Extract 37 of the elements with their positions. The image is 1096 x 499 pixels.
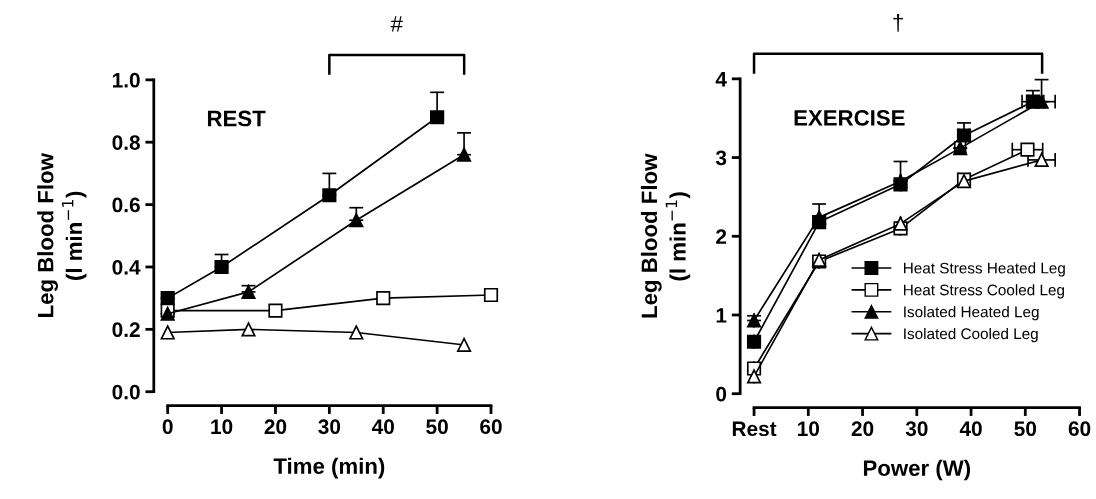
y-tick-label: 1.0 (112, 72, 140, 88)
x-tick-label: 40 (371, 419, 394, 435)
x-tick-label: 30 (905, 421, 928, 437)
legend-label: Isolated Cooled Leg (904, 327, 1038, 343)
y-tick-label: 0 (716, 386, 727, 402)
y-tick-label: 0.4 (112, 259, 141, 275)
y-tick-label: 3 (715, 150, 727, 166)
x-tick-label: 60 (1068, 421, 1091, 437)
text: † (893, 14, 903, 32)
y-tick-label: 0.6 (112, 197, 140, 213)
x-tick-label: 40 (959, 421, 982, 437)
y-tick-label: 2 (716, 229, 727, 244)
x-tick-label: Rest (732, 421, 777, 437)
text: # (390, 16, 403, 32)
y-tick-label: 0.0 (112, 384, 140, 400)
y-tick-label: 1 (716, 308, 727, 323)
x-axis-title: Time (min) (273, 457, 385, 479)
x-tick-label: 30 (318, 419, 341, 435)
x-tick-label: 10 (211, 419, 233, 435)
legend-label: Heat Stress Cooled Leg (904, 284, 1064, 299)
y-tick-label: 4 (715, 72, 727, 87)
legend-label: Heat Stress Heated Leg (904, 262, 1065, 277)
x-tick-label: 20 (264, 419, 287, 435)
y-axis-title: Leg Blood Flow (l min$^{−1}$) (37, 153, 87, 317)
annotation: EXERCISE (794, 110, 905, 126)
x-tick-label: 50 (1014, 421, 1037, 437)
x-tick-label: 20 (851, 421, 874, 437)
legend-label: Isolated Heated Leg (904, 306, 1039, 321)
y-tick-label: 0.2 (112, 322, 140, 338)
annotation: REST (207, 110, 266, 127)
y-tick-label: 0.8 (112, 135, 140, 150)
x-tick-label: 50 (426, 419, 448, 435)
x-tick-label: 10 (798, 421, 820, 437)
y-axis-title: Leg Blood Flow (l min$^{−1}$) (640, 153, 691, 318)
x-tick-label: 0 (162, 419, 173, 435)
x-tick-label: 60 (480, 419, 502, 435)
x-axis-title: Power (W) (863, 459, 971, 481)
